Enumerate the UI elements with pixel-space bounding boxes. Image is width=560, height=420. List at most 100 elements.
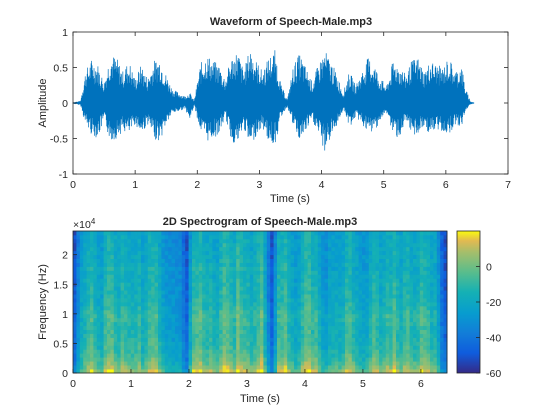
spectrogram-cell xyxy=(147,361,152,366)
spectrogram-cell xyxy=(130,305,135,311)
spectrogram-cell xyxy=(399,242,404,248)
spectrogram-cell xyxy=(328,341,332,346)
spectrogram-cell xyxy=(433,278,438,283)
spectrogram-cell xyxy=(375,349,380,354)
spectrogram-cell xyxy=(382,353,387,358)
spectrogram-cell xyxy=(222,294,227,299)
spectrogram-cell xyxy=(266,365,271,370)
spectrogram-cell xyxy=(249,242,254,248)
spectrogram-cell xyxy=(294,294,298,299)
spectrogram-cell xyxy=(338,329,342,334)
spectrogram-cell xyxy=(147,266,152,271)
spectrogram-cell xyxy=(294,286,298,291)
spectrogram-cell xyxy=(372,361,376,366)
spectrogram-cell xyxy=(178,333,183,338)
spectrogram-cell xyxy=(164,325,169,331)
spectrogram-cell xyxy=(260,357,264,362)
spectrogram-cell xyxy=(90,361,94,366)
spectrogram-cell xyxy=(423,250,427,256)
spectrogram-cell xyxy=(358,302,363,307)
spectrogram-cell xyxy=(117,325,121,331)
spectrogram-cell xyxy=(406,365,410,370)
spectrogram-cell xyxy=(158,321,162,327)
spectrogram-cell xyxy=(215,250,220,256)
spectrogram-cell xyxy=(283,353,288,358)
spectrogram-cell xyxy=(297,278,302,283)
spectrogram-cell xyxy=(256,294,261,299)
spectrogram-cell xyxy=(406,337,410,342)
spectrogram-cell xyxy=(273,278,278,283)
spectrogram-cell xyxy=(110,317,115,323)
spectrogram-cell xyxy=(375,305,380,311)
spectrogram-cell xyxy=(379,231,383,236)
spectrogram-cell xyxy=(229,278,234,283)
spectrogram-cell xyxy=(277,298,281,303)
spectrogram-cell xyxy=(358,274,363,279)
spectrogram-cell xyxy=(287,302,291,307)
spectrogram-cell xyxy=(134,262,138,267)
spectrogram-cell xyxy=(113,246,118,252)
spectrogram-cell xyxy=(436,278,441,283)
spectrogram-cell xyxy=(185,242,189,248)
spectrogram-cell xyxy=(127,258,132,263)
spectrogram-cell xyxy=(413,353,417,358)
spectrogram-cell xyxy=(433,234,438,240)
spectrogram-cell xyxy=(341,238,346,244)
spectrogram-cell xyxy=(273,290,278,295)
spectrogram-cell xyxy=(307,258,312,263)
spectrogram-cell xyxy=(76,254,81,260)
spectrogram-cell xyxy=(426,317,431,323)
spectrogram-cell xyxy=(379,321,383,327)
spectrogram-cell xyxy=(375,329,380,334)
spectrogram-cell xyxy=(331,302,336,307)
spectrogram-cell xyxy=(164,365,169,370)
spectrogram-cell xyxy=(178,250,183,256)
spectrogram-cell xyxy=(423,313,427,319)
spectrogram-cell xyxy=(96,361,101,366)
spectrogram-cell xyxy=(137,337,142,342)
spectrogram-cell xyxy=(300,329,305,334)
spectrogram-cell xyxy=(419,250,424,256)
spectrogram-cell xyxy=(300,345,305,350)
spectrogram-cell xyxy=(103,365,108,370)
spectrogram-cell xyxy=(117,298,121,303)
spectrogram-cell xyxy=(396,341,400,346)
spectrogram-cell xyxy=(168,238,172,244)
spectrogram-cell xyxy=(158,282,162,287)
spectrogram-cell xyxy=(338,262,342,267)
spectrogram-cell xyxy=(90,345,94,350)
spectrogram-cell xyxy=(192,266,196,271)
spectrogram-cell xyxy=(168,345,172,350)
spectrogram-cell xyxy=(287,231,291,236)
spectrogram-cell xyxy=(382,231,387,236)
spectrogram-cell xyxy=(294,242,298,248)
spectrogram-cell xyxy=(130,353,135,358)
spectrogram-cell xyxy=(83,258,87,263)
spectrogram-cell xyxy=(243,317,247,323)
spectrogram-cell xyxy=(93,294,98,299)
spectrogram-cell xyxy=(362,317,366,323)
spectrogram-cell xyxy=(358,290,363,295)
spectrogram-cell xyxy=(273,274,278,279)
spectrogram-cell xyxy=(297,258,302,263)
spectrogram-cell xyxy=(209,302,213,307)
spectrogram-cell xyxy=(402,365,407,370)
spectrogram-cell xyxy=(436,254,441,260)
spectrogram-cell xyxy=(215,298,220,303)
spectrogram-cell xyxy=(188,290,193,295)
spectrogram-cell xyxy=(358,329,363,334)
spectrogram-cell xyxy=(436,321,441,327)
spectrogram-cell xyxy=(205,337,210,342)
spectrogram-cell xyxy=(430,337,434,342)
spectrogram-cell xyxy=(127,234,132,240)
spectrogram-cell xyxy=(423,238,427,244)
spectrogram-cell xyxy=(181,258,186,263)
spectrogram-cell xyxy=(311,333,315,338)
spectrogram-cell xyxy=(236,242,240,248)
spectrogram-cell xyxy=(113,250,118,256)
spectrogram-cell xyxy=(256,357,261,362)
spectrogram-cell xyxy=(110,246,115,252)
spectrogram-cell xyxy=(229,365,234,370)
spectrogram-cell xyxy=(307,290,312,295)
spectrogram-cell xyxy=(83,282,87,287)
